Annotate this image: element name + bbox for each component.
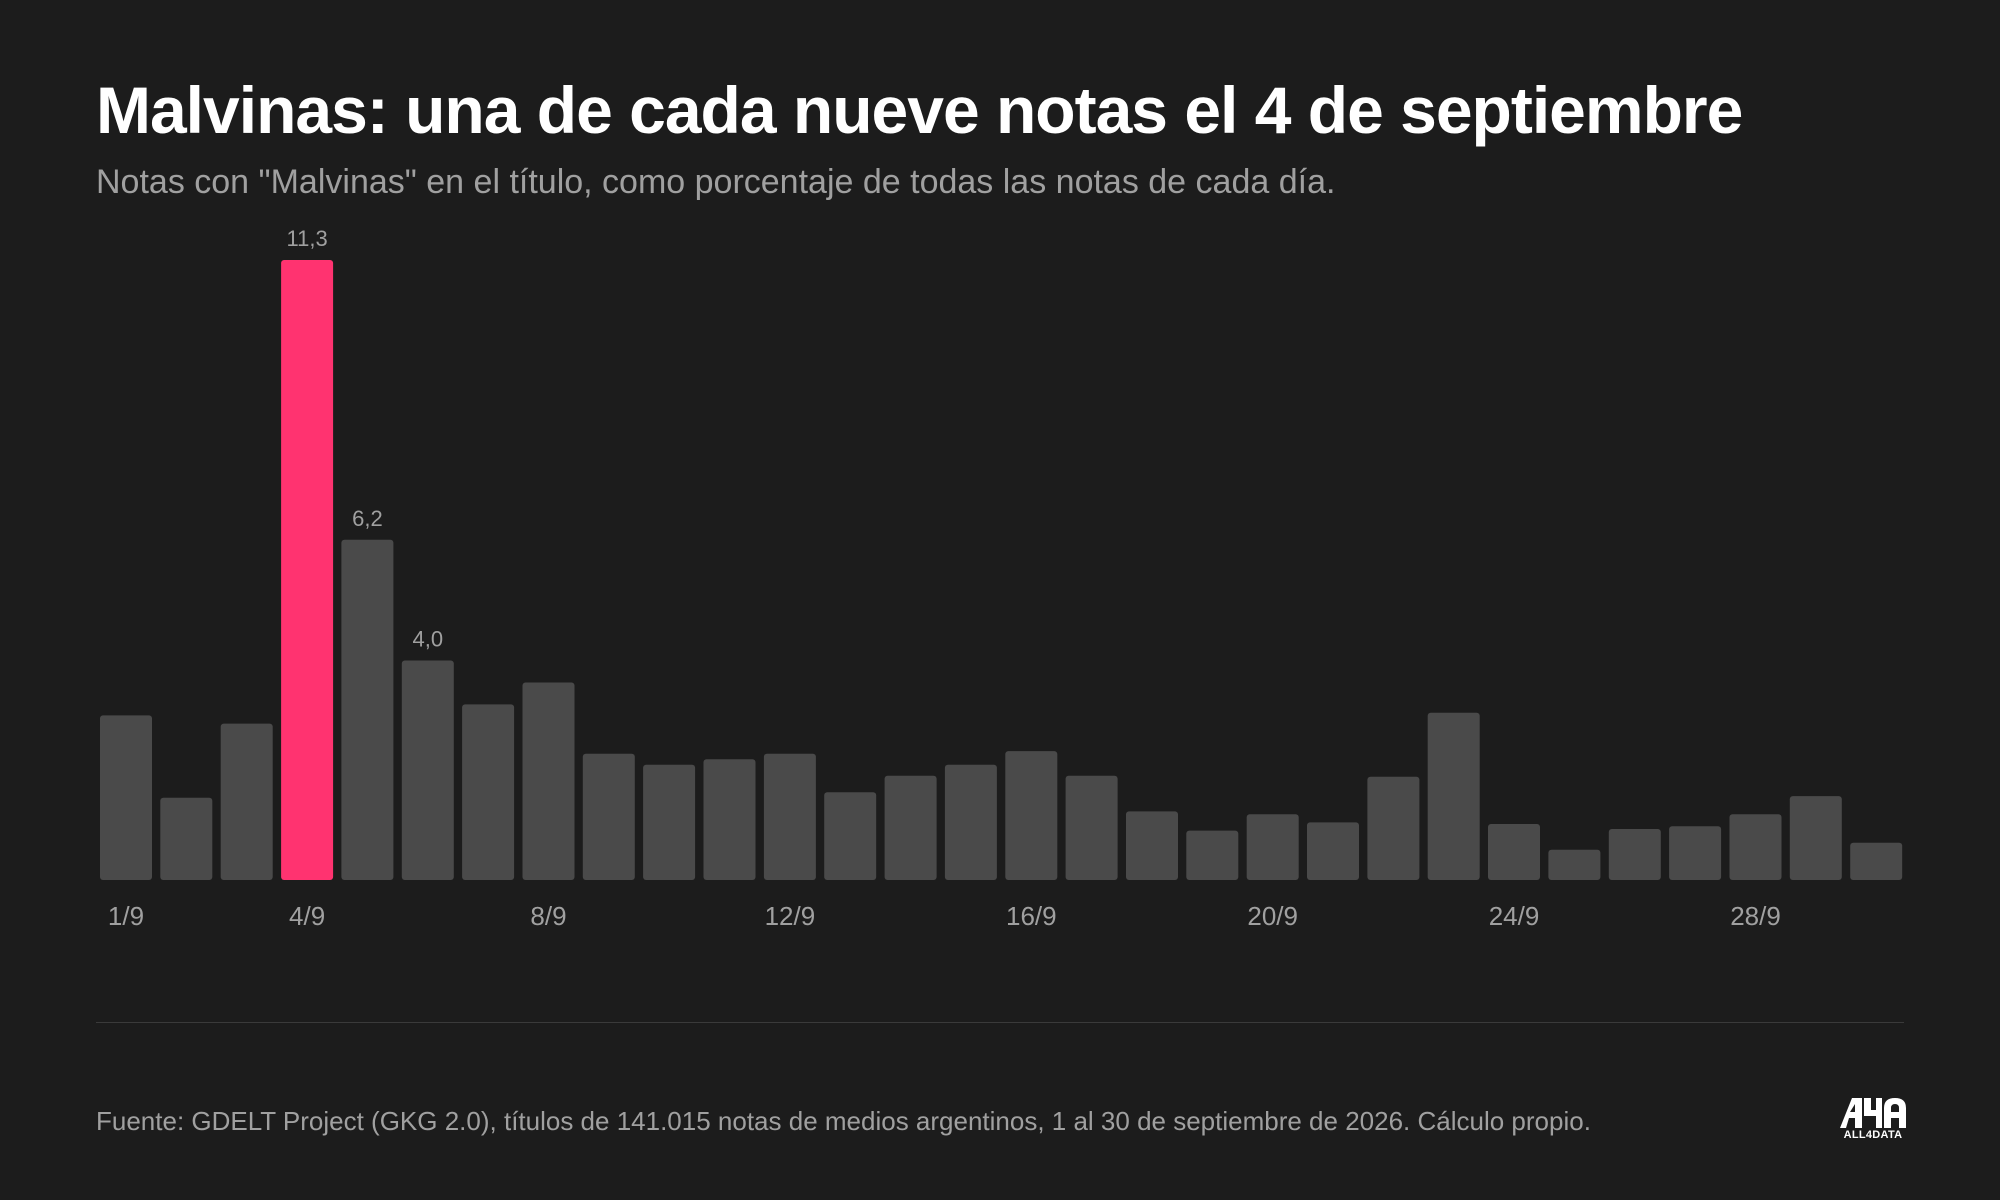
bar-17-9 xyxy=(1065,775,1118,880)
bar-25-9 xyxy=(1548,849,1601,880)
bar-13-9 xyxy=(824,792,877,880)
bar-2-9 xyxy=(160,797,213,880)
bar-1-9 xyxy=(100,715,152,880)
chart-title: Malvinas: una de cada nueve notas el 4 d… xyxy=(96,73,1743,147)
bar-16-9 xyxy=(1005,751,1058,880)
chart-subtitle: Notas con "Malvinas" en el título, como … xyxy=(96,163,1336,201)
data-label-5-9: 6,2 xyxy=(352,506,383,531)
x-tick-label-8-9: 8/9 xyxy=(530,901,566,931)
x-tick-label-12-9: 12/9 xyxy=(765,901,816,931)
bar-10-9 xyxy=(643,764,696,880)
bar-22-9 xyxy=(1367,776,1420,880)
x-tick-label-16-9: 16/9 xyxy=(1006,901,1057,931)
bar-3-9 xyxy=(220,723,273,880)
bar-11-9 xyxy=(703,759,756,880)
bar-8-9 xyxy=(522,682,575,880)
bar-12-9 xyxy=(763,753,816,880)
logo-mark-icon xyxy=(1840,1098,1906,1128)
x-tick-label-28-9: 28/9 xyxy=(1730,901,1781,931)
bar-18-9 xyxy=(1126,811,1178,880)
bar-15-9 xyxy=(944,764,997,880)
x-tick-label-1-9: 1/9 xyxy=(108,901,144,931)
data-label-6-9: 4,0 xyxy=(413,627,444,652)
bar-28-9 xyxy=(1729,814,1782,880)
data-label-4-9: 11,3 xyxy=(287,226,328,251)
bar-30-9 xyxy=(1850,842,1903,880)
x-axis-ticks: 1/9 4/9 8/9 12/9 16/9 20/9 24/9 28/9 xyxy=(108,901,1781,931)
bar-6-9 xyxy=(401,660,454,880)
bar-7-9 xyxy=(462,704,515,880)
x-tick-label-20-9: 20/9 xyxy=(1247,901,1298,931)
bar-chart: 11,3 6,2 4,0 1/9 4/9 8/9 12/9 16/9 20/9 24/9 28/9 xyxy=(100,226,1903,931)
bar-9-9 xyxy=(582,753,635,880)
bar-23-9 xyxy=(1427,712,1480,880)
source-note: Fuente: GDELT Project (GKG 2.0), títulos… xyxy=(96,1106,1591,1136)
bar-24-9 xyxy=(1488,824,1540,880)
bar-4-9 xyxy=(281,260,334,880)
bars-group xyxy=(100,260,1903,880)
data-labels-group: 11,3 6,2 4,0 xyxy=(287,226,444,652)
bar-20-9 xyxy=(1246,814,1299,880)
bar-21-9 xyxy=(1307,822,1359,880)
x-tick-label-24-9: 24/9 xyxy=(1489,901,1540,931)
bar-26-9 xyxy=(1608,829,1661,880)
logo-text: ALL4DATA xyxy=(1843,1129,1903,1141)
x-tick-label-4-9: 4/9 xyxy=(289,901,325,931)
bar-19-9 xyxy=(1186,830,1239,880)
bar-27-9 xyxy=(1669,826,1722,880)
bar-14-9 xyxy=(884,775,937,880)
all4data-logo: ALL4DATA xyxy=(1838,1094,1908,1144)
bar-29-9 xyxy=(1789,796,1842,880)
bar-5-9 xyxy=(341,539,394,880)
footer-divider xyxy=(96,1022,1904,1023)
